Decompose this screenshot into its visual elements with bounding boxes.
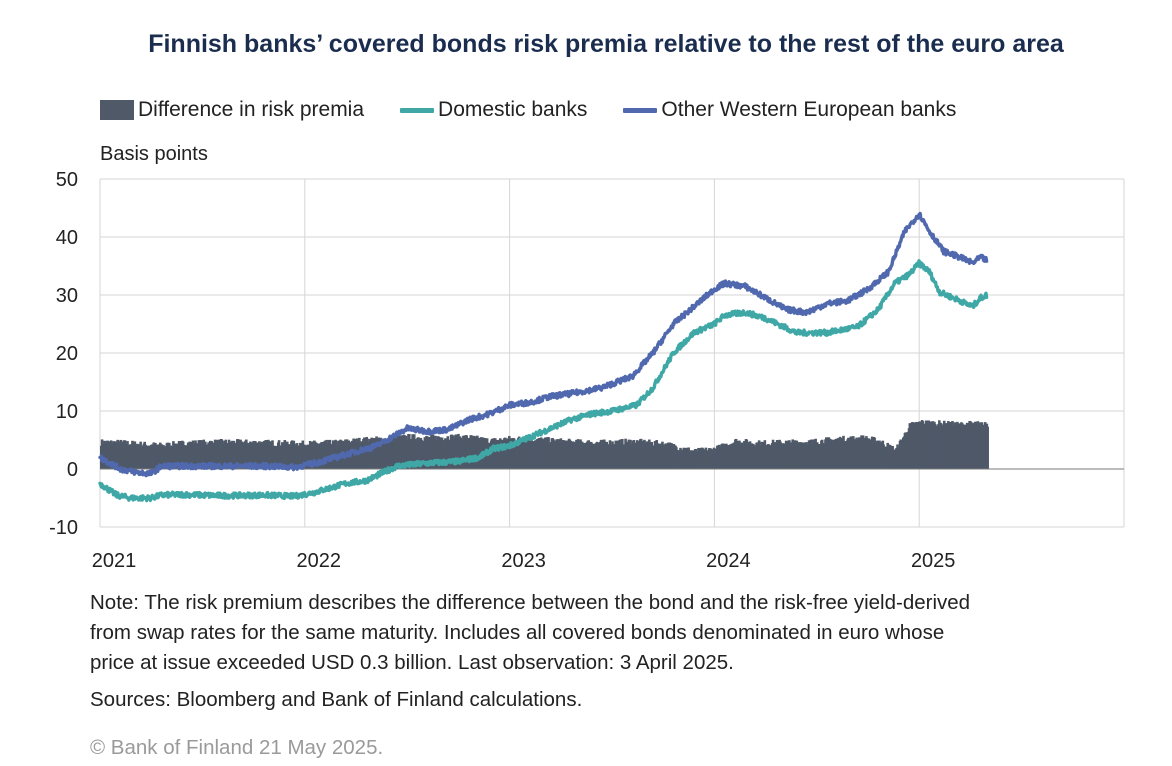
legend-label-difference: Difference in risk premia bbox=[138, 98, 365, 121]
legend-swatch-domestic bbox=[400, 107, 435, 113]
x-tick-label: 2025 bbox=[911, 550, 956, 572]
note-line-3: price at issue exceeded USD 0.3 billion.… bbox=[90, 651, 734, 674]
x-tick-label: 2022 bbox=[297, 550, 342, 572]
legend-item-difference: Difference in risk premia bbox=[100, 98, 364, 122]
legend-item-other-western: Other Western European banks bbox=[623, 98, 956, 122]
difference-bars bbox=[100, 420, 989, 469]
x-axis-ticks: 2021 2022 2023 2024 2025 bbox=[92, 550, 956, 572]
y-tick-label: 50 bbox=[56, 169, 78, 191]
note-line-1: Note: The risk premium describes the dif… bbox=[90, 591, 971, 614]
legend-label-other-western: Other Western European banks bbox=[661, 98, 957, 121]
legend-swatch-difference bbox=[100, 100, 134, 120]
y-tick-label: 40 bbox=[56, 227, 78, 249]
series-lines bbox=[98, 211, 989, 503]
chart-title: Finnish banks’ covered bonds risk premia… bbox=[148, 30, 1064, 58]
y-tick-label: 30 bbox=[56, 285, 78, 307]
y-tick-label: 20 bbox=[56, 343, 78, 365]
y-tick-label: 10 bbox=[56, 401, 78, 423]
x-tick-label: 2024 bbox=[706, 550, 751, 572]
chart-copyright: © Bank of Finland 21 May 2025. bbox=[90, 736, 384, 759]
legend-item-domestic: Domestic banks bbox=[400, 98, 587, 122]
y-tick-label: -10 bbox=[49, 517, 78, 539]
domestic-banks-line bbox=[98, 259, 989, 503]
difference-bar bbox=[986, 426, 989, 469]
grid-lines bbox=[99, 178, 1125, 528]
legend-swatch-other-western bbox=[623, 107, 658, 113]
chart-source: Sources: Bloomberg and Bank of Finland c… bbox=[90, 688, 583, 711]
note-line-2: from swap rates for the same maturity. I… bbox=[90, 621, 945, 644]
other-western-european-banks-line bbox=[98, 211, 989, 478]
chart-notes: Note: The risk premium describes the dif… bbox=[90, 588, 1150, 678]
y-axis-unit-label: Basis points bbox=[100, 143, 208, 165]
y-axis-ticks: -10 0 10 20 30 40 50 bbox=[49, 169, 78, 539]
y-tick-label: 0 bbox=[67, 459, 78, 481]
legend-label-domestic: Domestic banks bbox=[438, 98, 588, 121]
chart-legend: Difference in risk premia Domestic banks… bbox=[100, 96, 992, 124]
x-tick-label: 2023 bbox=[501, 550, 546, 572]
x-tick-label: 2021 bbox=[92, 550, 137, 572]
